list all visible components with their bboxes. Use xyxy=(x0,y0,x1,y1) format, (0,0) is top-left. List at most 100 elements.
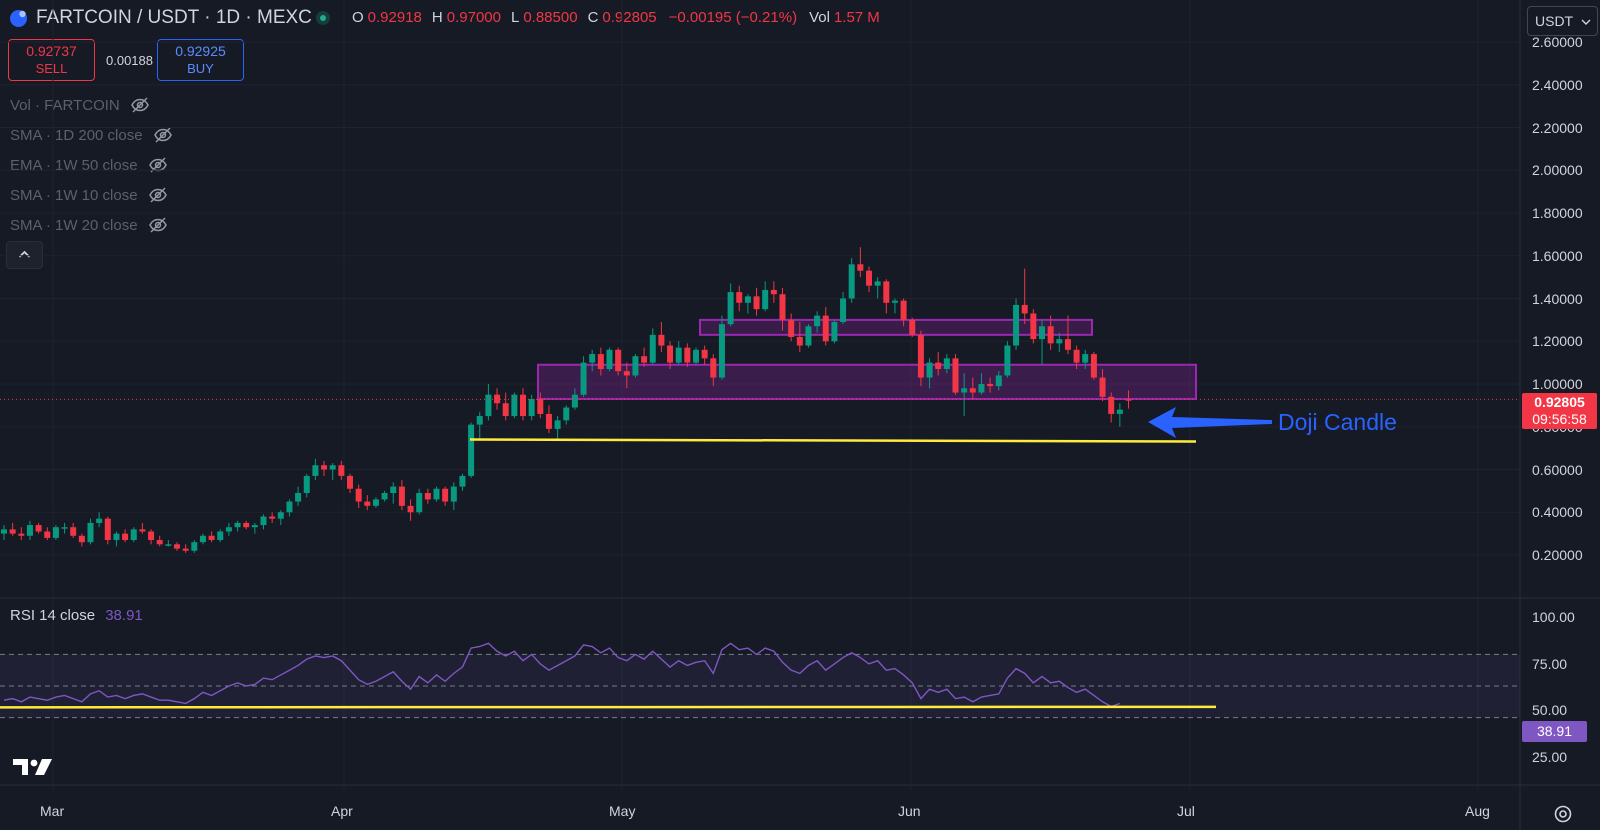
candle-body xyxy=(1021,304,1028,314)
candle-body xyxy=(952,358,959,393)
candle-body xyxy=(554,420,561,429)
low-value: 0.88500 xyxy=(523,9,578,26)
eye-hidden-icon[interactable] xyxy=(148,187,168,203)
candle-body xyxy=(122,533,129,541)
candle-body xyxy=(788,319,795,337)
candle-body xyxy=(329,465,336,470)
eye-hidden-icon[interactable] xyxy=(153,127,173,143)
candle-body xyxy=(269,516,276,519)
candle-body xyxy=(182,548,189,551)
candle-body xyxy=(260,516,267,526)
candle-body xyxy=(1030,313,1037,340)
indicator-row[interactable]: Vol · FARTCOIN xyxy=(10,90,173,120)
indicator-row[interactable]: SMA · 1W 20 close xyxy=(10,210,173,240)
candle-body xyxy=(243,522,250,528)
candle-body xyxy=(987,384,994,387)
candle-body xyxy=(753,296,760,310)
candle-body xyxy=(831,322,838,342)
indicator-row[interactable]: SMA · 1D 200 close xyxy=(10,120,173,150)
candle-body xyxy=(113,533,120,541)
currency-label: USDT xyxy=(1535,13,1574,29)
candle-body xyxy=(156,540,163,545)
candle-body xyxy=(718,324,725,378)
price-axis[interactable]: 2.60000 2.40000 2.20000 2.00000 1.80000 1.600… xyxy=(1510,0,1600,600)
candle-body xyxy=(1108,396,1115,414)
buy-price: 0.92925 xyxy=(175,43,226,59)
indicator-label: Vol · FARTCOIN xyxy=(10,96,120,114)
candle-body xyxy=(165,544,172,546)
demand-zone-rect xyxy=(537,363,1197,400)
high-label: H xyxy=(431,9,443,26)
candle-body xyxy=(433,488,440,500)
candle-body xyxy=(442,488,449,502)
candle-body xyxy=(502,403,509,417)
candle-body xyxy=(35,525,42,532)
symbol-title[interactable]: FARTCOIN / USDT · 1D · MEXC xyxy=(36,7,312,28)
tradingview-logo[interactable] xyxy=(13,757,53,782)
candle-body xyxy=(459,475,466,487)
candle-body xyxy=(295,493,302,502)
candle-body xyxy=(649,334,656,363)
indicator-row[interactable]: SMA · 1W 10 close xyxy=(10,180,173,210)
candle-body xyxy=(969,388,976,393)
low-label: L xyxy=(510,9,520,26)
candle-body xyxy=(208,535,215,541)
currency-selector[interactable]: USDT xyxy=(1527,6,1598,36)
candle-body xyxy=(891,300,898,303)
candle-body xyxy=(148,531,155,541)
price-axis-label: 2.20000 xyxy=(1532,119,1583,136)
rsi-axis[interactable]: 100.00 75.00 50.00 25.00 xyxy=(1510,600,1600,765)
candle-body xyxy=(597,354,604,370)
candle-body xyxy=(390,486,397,494)
candle-body xyxy=(580,362,587,395)
price-axis-label: 1.00000 xyxy=(1532,376,1583,392)
candle-body xyxy=(563,407,570,421)
candle-body xyxy=(87,522,94,543)
candle-body xyxy=(398,486,405,506)
candle-body xyxy=(407,505,414,513)
time-axis-label: Jun xyxy=(898,803,921,819)
candle-body xyxy=(1090,354,1097,378)
countdown-value: 09:56:58 xyxy=(1532,411,1587,427)
rsi-legend[interactable]: RSI 14 close 38.91 xyxy=(10,607,143,624)
candle-body xyxy=(762,289,769,310)
indicator-legend: Vol · FARTCOIN SMA · 1D 200 close EMA · … xyxy=(10,90,173,240)
rsi-axis-label: 50.00 xyxy=(1532,702,1568,718)
candle-body xyxy=(18,533,25,536)
candle-body xyxy=(485,394,492,417)
candle-body xyxy=(199,535,206,543)
eye-hidden-icon[interactable] xyxy=(130,97,150,113)
candle-body xyxy=(450,486,457,502)
candle-body xyxy=(104,518,111,541)
candle-body xyxy=(796,336,803,346)
candle-body xyxy=(312,465,319,476)
chart-settings-button[interactable] xyxy=(1553,804,1573,829)
candle-body xyxy=(840,298,847,323)
candle-body xyxy=(675,347,682,363)
candle-body xyxy=(217,531,224,541)
eye-hidden-icon[interactable] xyxy=(148,217,168,233)
indicator-row[interactable]: EMA · 1W 50 close xyxy=(10,150,173,180)
sell-button[interactable]: 0.92737 SELL xyxy=(8,39,95,81)
doji-annotation-label[interactable]: Doji Candle xyxy=(1278,409,1397,435)
buy-button[interactable]: 0.92925 BUY xyxy=(157,39,244,81)
candle-body xyxy=(606,349,613,370)
candle-body xyxy=(995,375,1002,387)
tradingview-logo-icon xyxy=(13,759,52,775)
collapse-legend-button[interactable] xyxy=(6,241,43,269)
rsi-axis-label: 25.00 xyxy=(1532,749,1568,765)
candle-body xyxy=(545,413,552,429)
resistance-zone-rect xyxy=(699,318,1093,336)
candle-body xyxy=(589,354,596,363)
candle-body xyxy=(381,493,388,500)
candle-body xyxy=(978,384,985,393)
chevron-up-icon xyxy=(18,250,31,258)
candle-body xyxy=(286,501,293,513)
eye-hidden-icon[interactable] xyxy=(148,157,168,173)
time-axis[interactable]: Mar Apr May Jun Jul Aug xyxy=(0,795,1520,830)
candle-body xyxy=(822,315,829,342)
candle-body xyxy=(917,334,924,378)
buy-label: BUY xyxy=(187,61,214,76)
candle-body xyxy=(1004,345,1011,376)
candle-body xyxy=(693,349,699,363)
